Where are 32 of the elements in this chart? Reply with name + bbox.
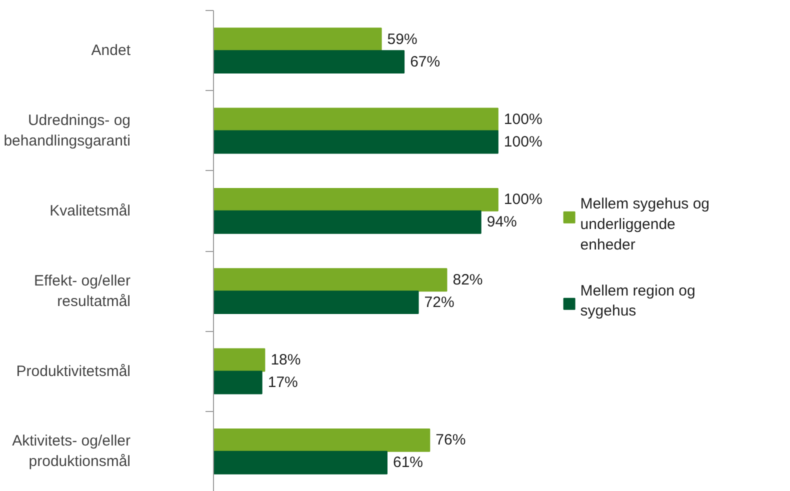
bar (214, 188, 498, 212)
data-label: 76% (436, 432, 466, 449)
data-label: 100% (504, 191, 542, 208)
bar (214, 268, 448, 292)
bar (214, 370, 262, 394)
bar (214, 348, 266, 372)
data-label: 94% (486, 214, 517, 231)
y-tick-label: Udrednings- og behandlingsgaranti (4, 112, 131, 150)
data-label: 100% (504, 111, 542, 128)
bar (214, 50, 405, 74)
data-label: 100% (504, 133, 542, 150)
bar (214, 28, 382, 52)
data-label: 61% (393, 454, 424, 472)
y-tick-label: Kvalitetsmål (50, 202, 130, 220)
bar (214, 450, 388, 474)
data-label: 82% (452, 271, 483, 288)
data-label: 18% (270, 352, 301, 369)
bar (214, 108, 498, 132)
data-label: 17% (268, 374, 298, 391)
data-label: 59% (387, 30, 418, 48)
bar (214, 210, 482, 234)
legend-label: Mellem sygehus og underliggende enheder (580, 196, 710, 254)
y-tick-label: Effekt- og/eller resultatmål (34, 272, 131, 310)
y-tick-label: Aktivitets- og/eller produktionsmål (12, 432, 131, 470)
bar (214, 130, 498, 154)
bar (214, 290, 419, 314)
data-label: 72% (424, 294, 454, 311)
data-label: 67% (410, 53, 440, 70)
y-tick-label: Produktivitetsmål (16, 362, 131, 380)
bar (214, 428, 430, 452)
legend-label: Mellem region og sygehus (580, 282, 696, 320)
y-tick-label: Andet (91, 42, 132, 60)
